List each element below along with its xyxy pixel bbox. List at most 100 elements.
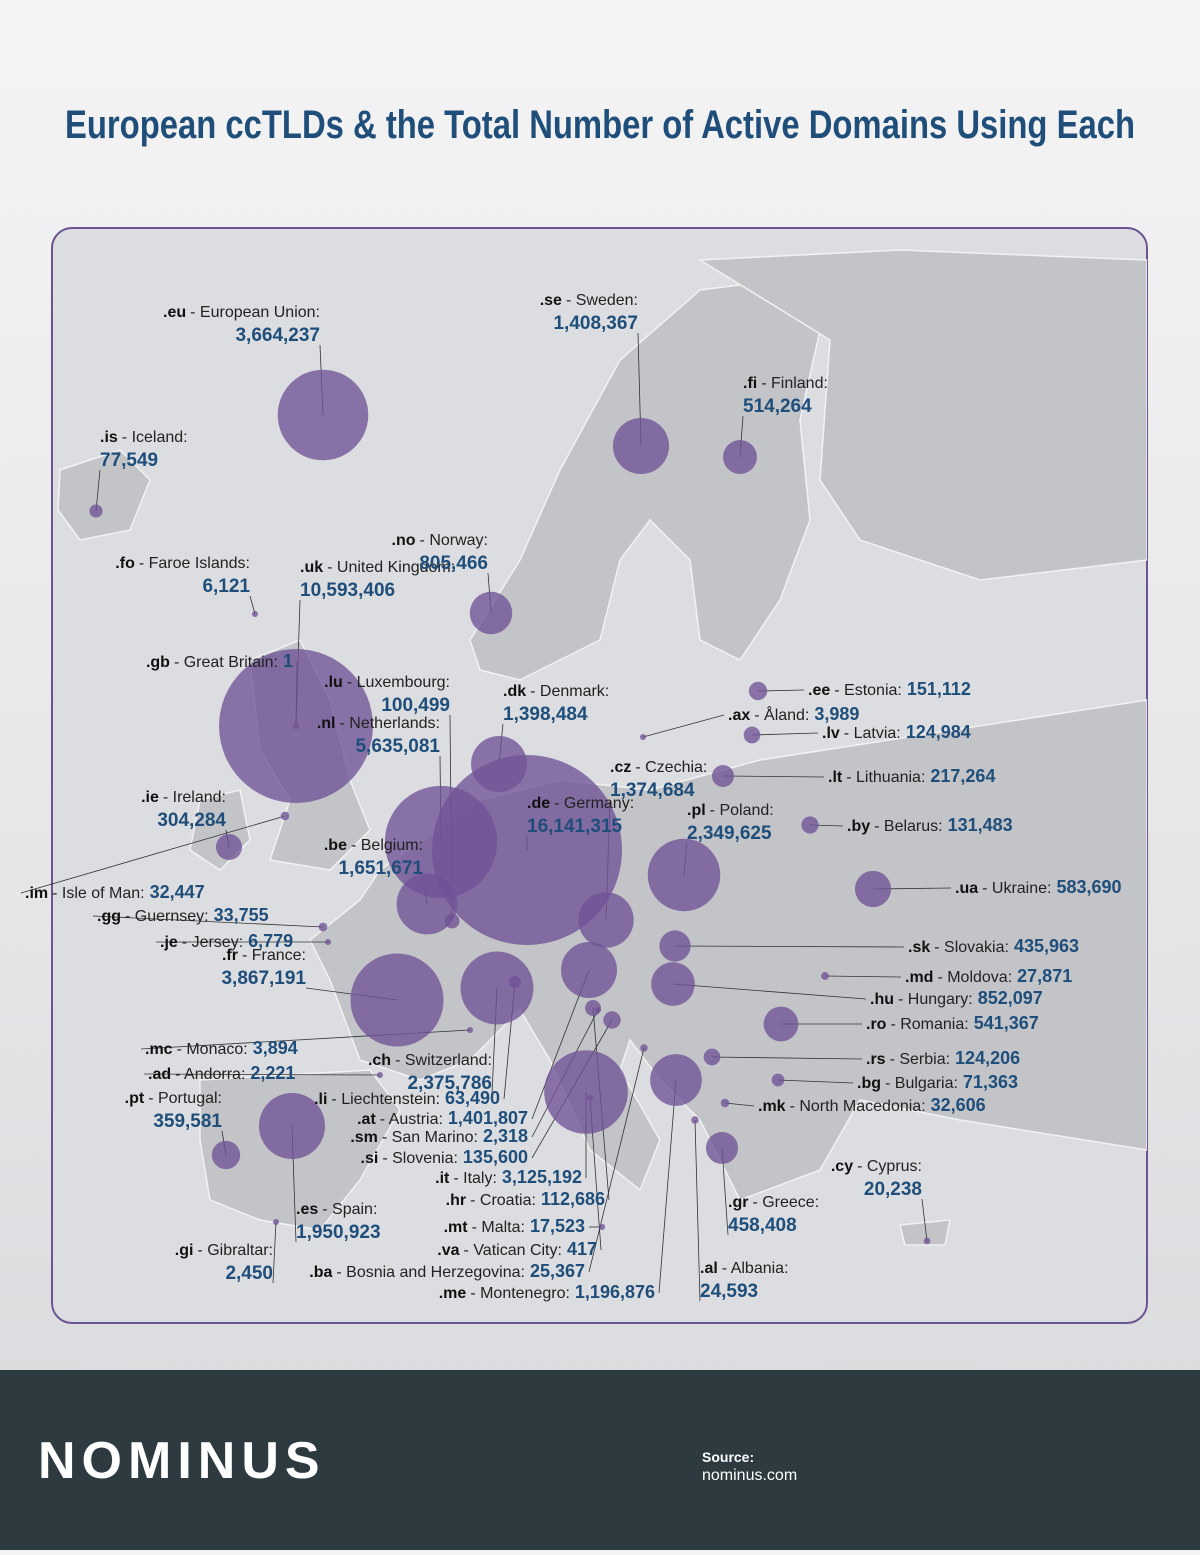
tld: .hu <box>870 991 894 1008</box>
country-name: - Jersey: <box>182 934 243 951</box>
tld: .gi <box>175 1242 194 1259</box>
domain-bubble <box>651 962 695 1006</box>
country-name: - Belarus: <box>874 818 942 835</box>
country-name: - Slovenia: <box>382 1150 458 1167</box>
country-name: - Malta: <box>472 1219 525 1236</box>
domain-bubble <box>603 1011 621 1029</box>
country-label: .lv - Latvia: 124,984 <box>822 722 971 742</box>
domain-bubble <box>273 1219 279 1225</box>
country-label: .it - Italy: 3,125,192 <box>435 1167 582 1187</box>
domain-count: 2,375,786 <box>407 1073 492 1094</box>
tld: .lu <box>324 674 343 691</box>
country-name: - Belgium: <box>351 837 423 854</box>
country-name: - United Kingdom: <box>327 559 455 576</box>
country-name: - Moldova: <box>937 969 1012 986</box>
domain-bubble <box>89 504 103 518</box>
domain-count: 63,490 <box>445 1088 500 1108</box>
country-label: .va - Vatican City: 417 <box>437 1239 597 1259</box>
country-name: - Liechtenstein: <box>331 1091 440 1108</box>
tld: .gr <box>728 1194 748 1211</box>
domain-bubble <box>720 1098 730 1108</box>
domain-count: 2,450 <box>225 1263 273 1284</box>
tld: .gb <box>146 654 170 671</box>
country-label: .je - Jersey: 6,779 <box>160 931 293 951</box>
tld: .no <box>392 532 416 549</box>
country-label: .gi - Gibraltar: <box>175 1242 273 1259</box>
domain-bubble <box>293 723 299 729</box>
domain-count: 5,635,081 <box>355 736 440 757</box>
domain-bubble <box>640 734 646 740</box>
source-text: nominus.com <box>702 1467 797 1484</box>
tld: .si <box>361 1150 379 1167</box>
tld: .cz <box>610 759 631 776</box>
country-name: - Lithuania: <box>846 769 925 786</box>
domain-count: 458,408 <box>728 1215 797 1236</box>
domain-bubble <box>587 1095 593 1101</box>
domain-bubble <box>396 873 458 935</box>
tld: .lv <box>822 725 840 742</box>
domain-count: 25,367 <box>530 1261 585 1281</box>
country-label: .ee - Estonia: 151,112 <box>808 679 971 699</box>
tld: .mt <box>444 1219 469 1236</box>
country-name: - Portugal: <box>148 1090 222 1107</box>
domain-count: 3,664,237 <box>235 325 320 346</box>
country-label: .de - Germany: <box>527 795 634 812</box>
country-name: - Vatican City: <box>464 1242 562 1259</box>
tld: .by <box>847 818 870 835</box>
tld: .pl <box>687 802 706 819</box>
country-name: - Bulgaria: <box>885 1075 958 1092</box>
tld: .ba <box>309 1264 332 1281</box>
domain-count: 1 <box>283 651 293 671</box>
tld: .fo <box>115 555 135 572</box>
country-name: - Isle of Man: <box>52 885 144 902</box>
country-label: .be - Belgium: <box>324 837 423 854</box>
country-name: - Bosnia and Herzegovina: <box>336 1264 525 1281</box>
tld: .va <box>437 1242 459 1259</box>
country-label: .lt - Lithuania: 217,264 <box>828 766 995 786</box>
tld: .eu <box>163 304 186 321</box>
leader-line <box>95 469 101 512</box>
tld: .es <box>296 1201 318 1218</box>
domain-bubble <box>923 1237 931 1245</box>
country-name: - Åland: <box>754 705 809 724</box>
country-label: .eu - European Union: <box>163 304 320 321</box>
country-name: - Hungary: <box>898 991 973 1008</box>
domain-bubble <box>252 611 258 617</box>
domain-bubble <box>325 939 331 945</box>
country-label: .gr - Greece: <box>728 1194 819 1211</box>
leader-line <box>777 1079 854 1084</box>
country-label: .pl - Poland: <box>687 802 774 819</box>
country-name: - Andorra: <box>175 1066 245 1083</box>
tld: .at <box>357 1111 376 1128</box>
country-label: .se - Sweden: <box>540 292 638 309</box>
country-label: .gb - Great Britain: 1 <box>146 651 293 671</box>
tld: .pt <box>125 1090 145 1107</box>
tld: .uk <box>300 559 323 576</box>
country-name: - Croatia: <box>470 1192 536 1209</box>
domain-count: 3,867,191 <box>221 968 306 989</box>
country-name: - North Macedonia: <box>790 1098 926 1115</box>
leader-line <box>921 1198 928 1242</box>
country-name: - Romania: <box>890 1016 968 1033</box>
domain-bubble <box>703 1048 721 1066</box>
domain-bubble <box>711 764 735 788</box>
domain-bubble <box>705 1131 739 1165</box>
country-name: - Slovakia: <box>934 939 1009 956</box>
country-name: - Netherlands: <box>340 715 441 732</box>
country-label: .ua - Ukraine: 583,690 <box>955 877 1122 897</box>
country-name: - Germany: <box>554 795 634 812</box>
leader-line <box>658 1079 677 1294</box>
tld: .is <box>100 429 118 446</box>
country-label: .li - Liechtenstein: 63,490 <box>314 1088 500 1108</box>
domain-count: 3,125,192 <box>502 1167 582 1187</box>
leader-line <box>724 1102 755 1107</box>
domain-count: 124,984 <box>906 722 971 742</box>
country-label: .uk - United Kingdom: <box>300 559 455 576</box>
domain-count: 131,483 <box>948 815 1013 835</box>
domain-bubble <box>585 1000 601 1016</box>
tld: .cy <box>831 1158 853 1175</box>
domain-bubble <box>211 1140 241 1170</box>
domain-count: 2,318 <box>483 1126 528 1146</box>
domain-bubble <box>640 1044 648 1052</box>
domain-count: 417 <box>567 1239 597 1259</box>
